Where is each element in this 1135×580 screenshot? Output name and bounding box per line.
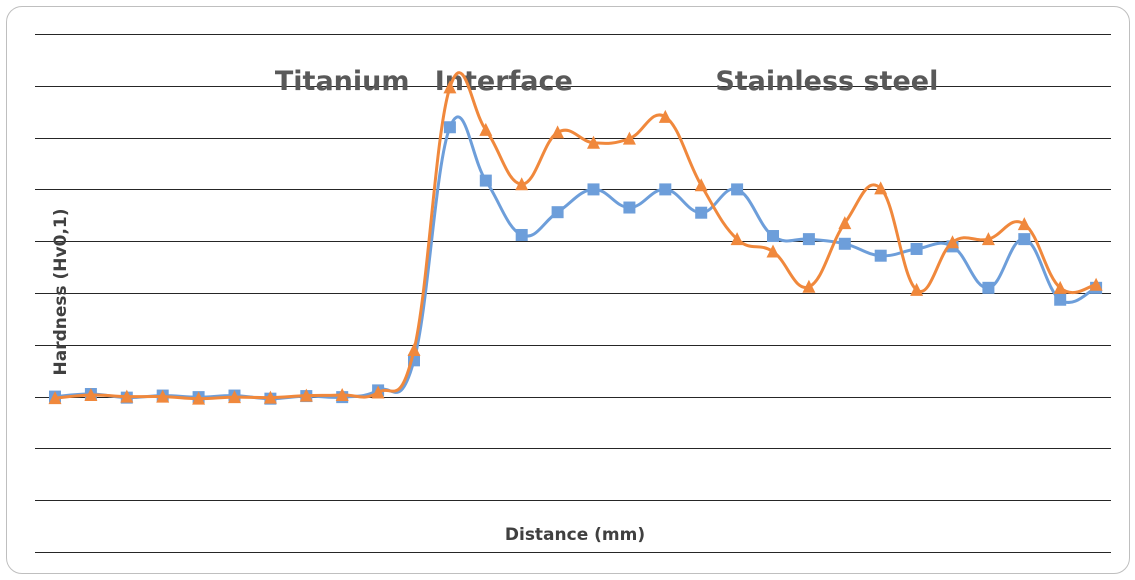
- data-point: [694, 178, 708, 192]
- data-point: [479, 122, 493, 136]
- data-point: [1017, 217, 1031, 231]
- data-point: [982, 281, 995, 294]
- data-point: [1089, 277, 1103, 291]
- region-annotations: Titanium Interface Stainless steel: [275, 66, 938, 97]
- data-point: [587, 183, 600, 196]
- series-line: [54, 115, 1097, 401]
- gridlines: [35, 34, 1111, 553]
- data-point: [443, 80, 457, 94]
- data-point: [587, 135, 600, 149]
- data-point: [802, 279, 816, 293]
- data-point: [1054, 293, 1067, 306]
- data-point: [515, 177, 529, 191]
- data-point: [623, 201, 636, 214]
- data-point: [407, 342, 421, 356]
- data-point: [551, 206, 564, 219]
- data-point: [695, 206, 708, 219]
- data-point: [658, 109, 672, 123]
- data-point: [156, 389, 170, 403]
- data-point: [84, 388, 98, 402]
- series-square: [49, 115, 1103, 405]
- data-point: [299, 388, 313, 402]
- data-point: [731, 183, 744, 196]
- data-point: [515, 228, 528, 241]
- data-point: [838, 237, 851, 250]
- data-point: [874, 181, 888, 195]
- data-point: [838, 216, 852, 230]
- data-point: [981, 232, 995, 246]
- data-point: [910, 242, 923, 255]
- series-line: [54, 71, 1097, 401]
- series-triangle: [48, 71, 1103, 405]
- data-point: [48, 391, 62, 405]
- data-point: [659, 183, 672, 196]
- data-point: [730, 232, 744, 246]
- data-point: [874, 249, 887, 262]
- data-point: [228, 390, 241, 404]
- data-point: [479, 174, 492, 187]
- data-point: [802, 233, 815, 246]
- data-point: [766, 244, 780, 258]
- y-axis-label: Hardness (Hv0,1): [51, 208, 71, 375]
- data-point: [946, 235, 959, 249]
- data-point: [263, 390, 277, 404]
- data-point: [910, 282, 924, 296]
- x-axis-label: Distance (mm): [505, 525, 645, 545]
- data-point: [335, 388, 349, 402]
- data-point: [192, 391, 206, 405]
- data-point: [1018, 233, 1031, 246]
- region-label: Titanium: [275, 66, 410, 97]
- data-point: [551, 125, 565, 139]
- region-label: Stainless steel: [715, 66, 938, 97]
- data-point: [371, 385, 385, 399]
- chart-frame: [6, 6, 1130, 574]
- data-point: [120, 389, 134, 403]
- series-layer: [48, 71, 1103, 405]
- data-point: [1053, 280, 1067, 294]
- data-point: [622, 131, 636, 145]
- data-point: [767, 230, 779, 243]
- data-point: [443, 121, 456, 134]
- region-label: Interface: [435, 66, 573, 97]
